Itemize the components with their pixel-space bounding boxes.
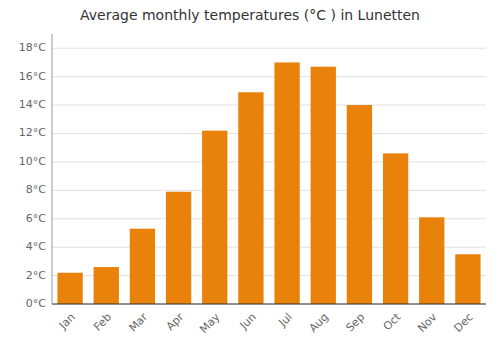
bar	[455, 254, 480, 304]
x-tick-label: Apr	[164, 310, 187, 333]
x-tick-label: Jun	[237, 311, 259, 333]
x-tick-label: Nov	[415, 310, 440, 335]
bar	[130, 229, 155, 304]
x-tick-label: Oct	[381, 310, 404, 333]
y-tick-label: 2°C	[26, 269, 46, 282]
y-tick-label: 4°C	[26, 240, 46, 253]
bar	[57, 273, 82, 304]
chart: 0°C 2°C 4°C 6°C 8°C 10°C 12°C 14°C 16°C 18°C Jan Fe…	[0, 0, 500, 350]
y-tick-label: 8°C	[26, 183, 46, 196]
bar	[311, 67, 336, 304]
x-tick-label: May	[197, 310, 223, 336]
x-tick-label: Jan	[56, 311, 78, 333]
grid-line	[52, 48, 486, 49]
bar	[202, 131, 227, 304]
grid-line	[52, 161, 486, 162]
bars	[57, 62, 480, 304]
grid-line	[52, 133, 486, 134]
y-axis-line	[52, 34, 53, 304]
grid-line	[52, 105, 486, 106]
x-axis-line	[52, 304, 486, 305]
x-tick-label: Aug	[307, 311, 331, 335]
bar	[383, 153, 408, 304]
x-tick-label: Feb	[91, 311, 114, 334]
grid-line	[52, 190, 486, 191]
grid	[52, 48, 486, 304]
y-tick-label: 14°C	[19, 98, 46, 111]
x-tick-label: Dec	[451, 311, 475, 335]
title: Average monthly temperatures (°C ) in Lu…	[80, 7, 420, 23]
grid-line	[52, 76, 486, 77]
bar	[274, 62, 299, 304]
y-tick-label: 12°C	[19, 126, 46, 139]
bar	[94, 267, 119, 304]
grid-line	[52, 304, 486, 305]
y-tick-label: 18°C	[19, 41, 46, 54]
bar	[166, 192, 191, 304]
y-tick-label: 10°C	[19, 155, 46, 168]
y-tick-label: 6°C	[26, 212, 46, 225]
x-tick-label: Mar	[126, 310, 150, 334]
bar	[347, 105, 372, 304]
bar	[238, 92, 263, 304]
y-tick-label: 16°C	[19, 70, 46, 83]
x-tick-label: Sep	[343, 311, 367, 335]
y-tick-label: 0°C	[26, 297, 46, 310]
bar	[419, 217, 444, 304]
chart-container: 0°C 2°C 4°C 6°C 8°C 10°C 12°C 14°C 16°C 18°C Jan Fe…	[0, 0, 500, 350]
x-tick-label: Jul	[276, 311, 295, 330]
